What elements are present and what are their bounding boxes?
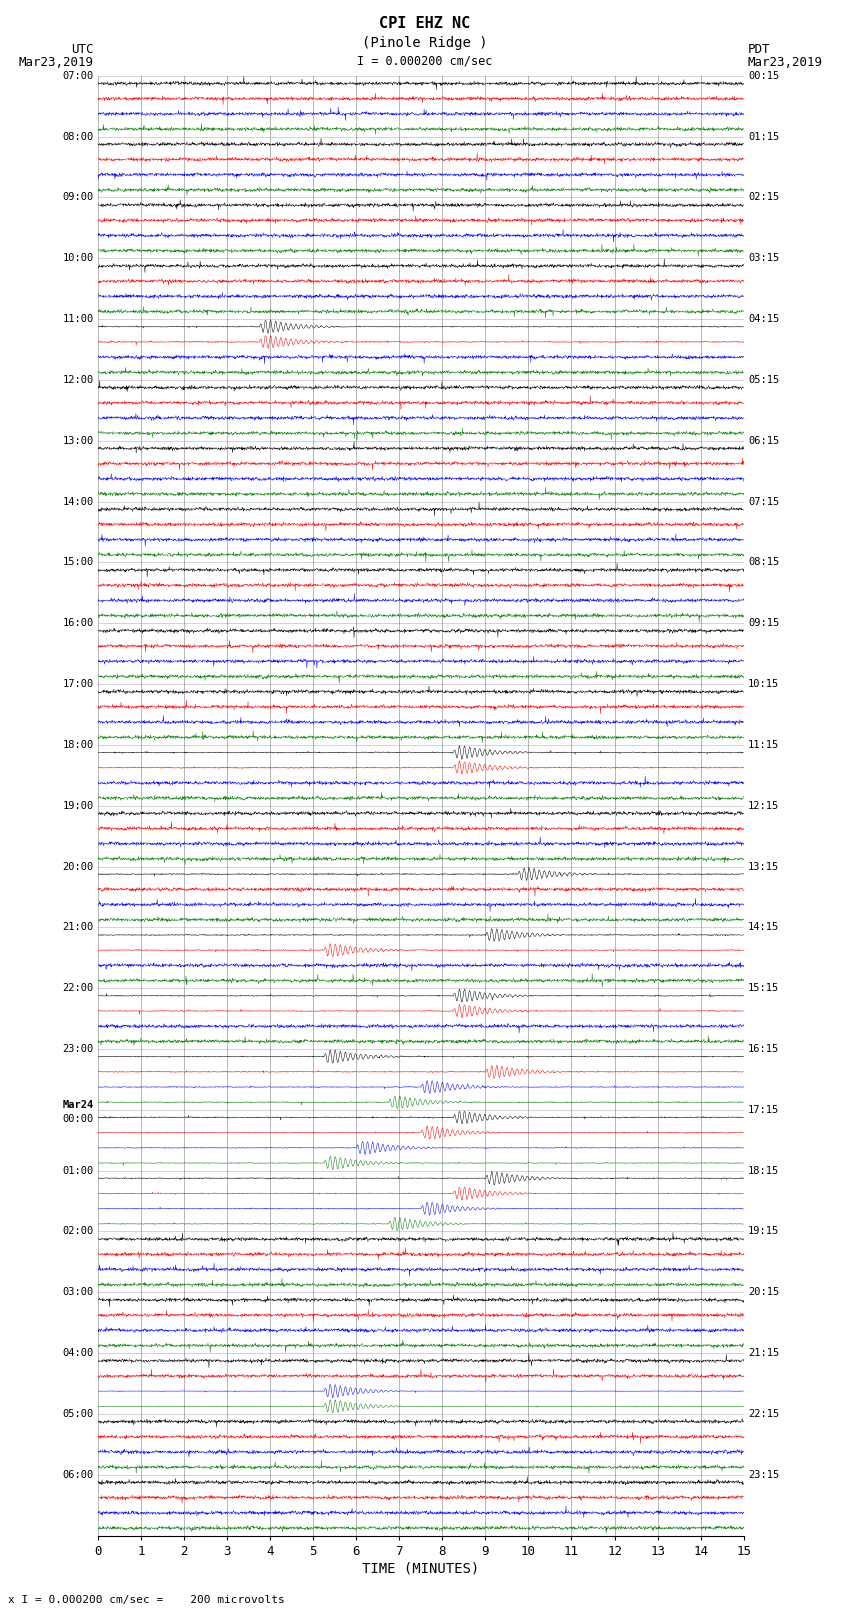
Text: 19:15: 19:15 [748,1226,779,1237]
Text: 23:00: 23:00 [62,1044,94,1053]
Text: 21:15: 21:15 [748,1348,779,1358]
Text: 19:00: 19:00 [62,800,94,811]
Text: 15:15: 15:15 [748,984,779,994]
Text: x I = 0.000200 cm/sec =    200 microvolts: x I = 0.000200 cm/sec = 200 microvolts [8,1595,286,1605]
Text: I = 0.000200 cm/sec: I = 0.000200 cm/sec [357,55,493,68]
Text: 18:00: 18:00 [62,740,94,750]
Text: 14:15: 14:15 [748,923,779,932]
Text: 11:15: 11:15 [748,740,779,750]
Text: 00:15: 00:15 [748,71,779,81]
Text: 10:00: 10:00 [62,253,94,263]
Text: 12:00: 12:00 [62,374,94,386]
Text: 02:00: 02:00 [62,1226,94,1237]
Text: Mar23,2019: Mar23,2019 [748,56,823,69]
Text: 14:00: 14:00 [62,497,94,506]
X-axis label: TIME (MINUTES): TIME (MINUTES) [362,1561,479,1576]
Text: 16:15: 16:15 [748,1044,779,1053]
Text: 02:15: 02:15 [748,192,779,203]
Text: 16:00: 16:00 [62,618,94,627]
Text: 08:15: 08:15 [748,558,779,568]
Text: 04:15: 04:15 [748,315,779,324]
Text: 15:00: 15:00 [62,558,94,568]
Text: 08:00: 08:00 [62,132,94,142]
Text: 17:15: 17:15 [748,1105,779,1115]
Text: PDT: PDT [748,44,770,56]
Text: 07:15: 07:15 [748,497,779,506]
Text: 23:15: 23:15 [748,1469,779,1479]
Text: Mar23,2019: Mar23,2019 [19,56,94,69]
Text: 06:00: 06:00 [62,1469,94,1479]
Text: (Pinole Ridge ): (Pinole Ridge ) [362,35,488,50]
Text: CPI EHZ NC: CPI EHZ NC [379,16,471,31]
Text: 09:15: 09:15 [748,618,779,627]
Text: 07:00: 07:00 [62,71,94,81]
Text: UTC: UTC [71,44,94,56]
Text: 12:15: 12:15 [748,800,779,811]
Text: 01:00: 01:00 [62,1166,94,1176]
Text: 03:15: 03:15 [748,253,779,263]
Text: 21:00: 21:00 [62,923,94,932]
Text: 09:00: 09:00 [62,192,94,203]
Text: 13:00: 13:00 [62,436,94,445]
Text: 20:00: 20:00 [62,861,94,871]
Text: 13:15: 13:15 [748,861,779,871]
Text: 20:15: 20:15 [748,1287,779,1297]
Text: 03:00: 03:00 [62,1287,94,1297]
Text: 11:00: 11:00 [62,315,94,324]
Text: 05:00: 05:00 [62,1408,94,1419]
Text: 00:00: 00:00 [62,1115,94,1124]
Text: 22:00: 22:00 [62,984,94,994]
Text: 18:15: 18:15 [748,1166,779,1176]
Text: Mar24: Mar24 [62,1100,94,1110]
Text: 22:15: 22:15 [748,1408,779,1419]
Text: 10:15: 10:15 [748,679,779,689]
Text: 17:00: 17:00 [62,679,94,689]
Text: 06:15: 06:15 [748,436,779,445]
Text: 01:15: 01:15 [748,132,779,142]
Text: 04:00: 04:00 [62,1348,94,1358]
Text: 05:15: 05:15 [748,374,779,386]
